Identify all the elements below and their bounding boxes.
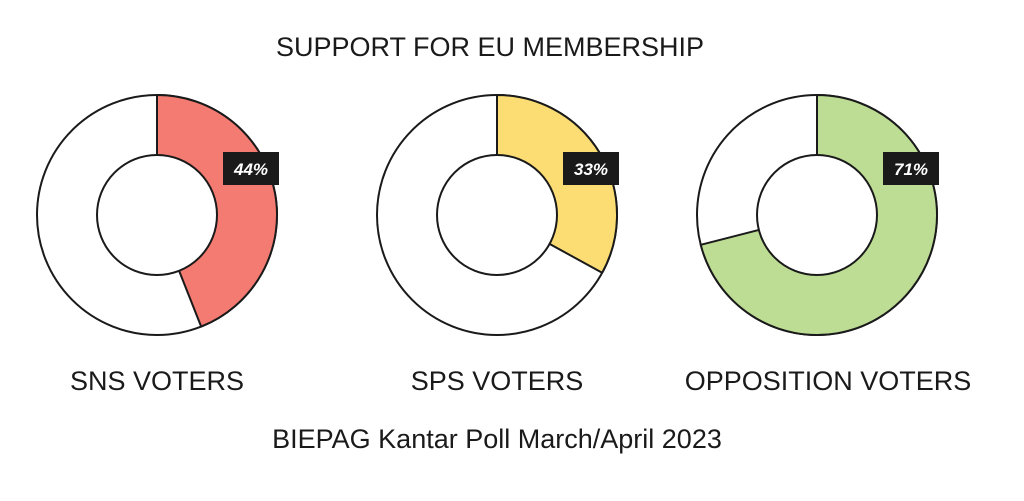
donut-label-sps: SPS VOTERS (411, 366, 584, 396)
value-label-sns: 44% (233, 160, 268, 179)
value-badge-sns (223, 152, 279, 185)
donut-hole-sns (96, 154, 218, 276)
value-badge-opposition (883, 152, 939, 185)
donut-sps: 33% (376, 94, 619, 336)
donut-label-opposition: OPPOSITION VOTERS (685, 366, 972, 396)
donut-sns: 44% (36, 94, 279, 336)
donut-hole-opposition (756, 154, 878, 276)
value-badge-sps (563, 152, 619, 185)
donut-opposition: 71% (696, 94, 939, 336)
value-label-sps: 33% (574, 160, 608, 179)
donut-label-sns: SNS VOTERS (70, 366, 244, 396)
donut-layer: 44% 33% 71% (36, 94, 939, 336)
donut-hole-sps (436, 154, 558, 276)
value-label-opposition: 71% (894, 160, 928, 179)
chart-source: BIEPAG Kantar Poll March/April 2023 (272, 424, 722, 454)
chart-title: SUPPORT FOR EU MEMBERSHIP (276, 32, 704, 62)
